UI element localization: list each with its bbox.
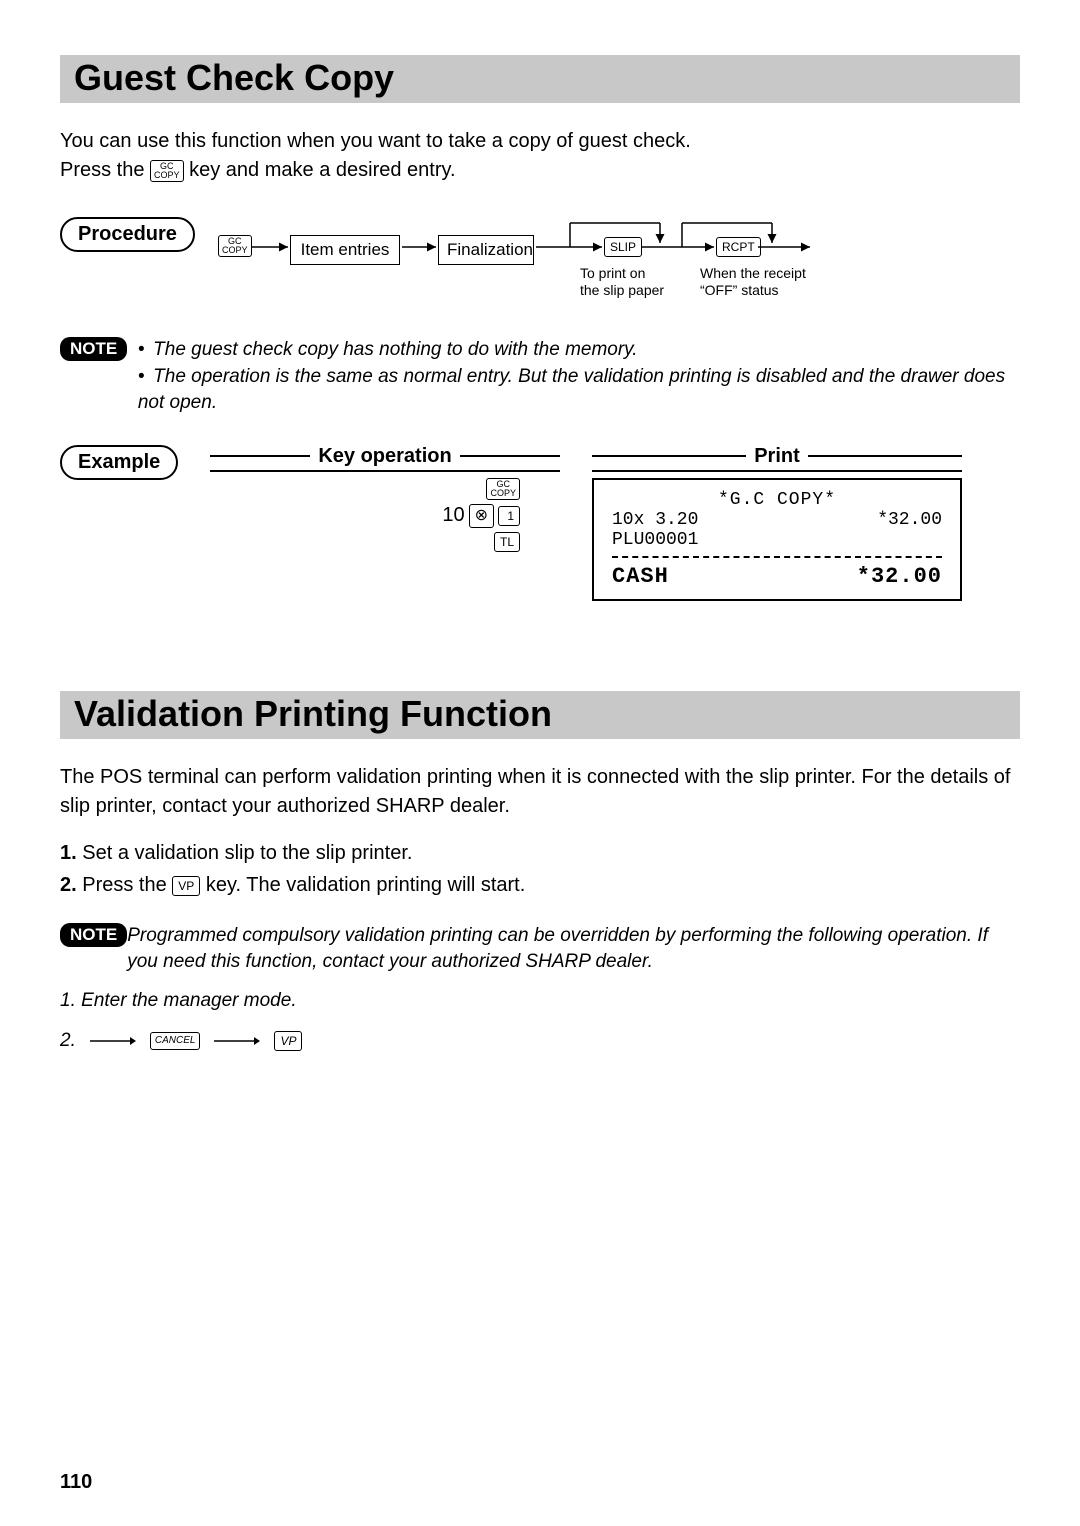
key-operation-area: Key operation GC COPY 10 ⊗ 1 TL <box>210 445 560 601</box>
gc-bot: COPY <box>154 170 180 180</box>
key-operation-heading: Key operation <box>210 445 560 472</box>
flow-finalization: Finalization <box>438 235 534 265</box>
flow-gc-key: GC COPY <box>218 235 252 257</box>
mgr1-text: Enter the manager mode. <box>81 990 296 1011</box>
print-heading-text: Print <box>746 445 808 468</box>
note-badge-col-2: NOTE <box>60 923 127 976</box>
gc-copy-key-inline: GC COPY <box>150 160 184 182</box>
cancel-key: CANCEL <box>150 1032 201 1050</box>
flow-rcpt-key: RCPT <box>716 237 761 257</box>
r-l1b: *32.00 <box>877 510 942 530</box>
arrow-icon-2 <box>214 1035 260 1047</box>
manager-step-2: 2. CANCEL VP <box>60 1030 1020 1052</box>
receipt-line-1: 10x 3.20 *32.00 <box>612 510 942 530</box>
receipt-divider <box>612 556 942 558</box>
k-gc-b: COPY <box>490 488 516 498</box>
flow-gc-bot: COPY <box>222 245 248 255</box>
note1: The guest check copy has nothing to do w… <box>153 339 637 360</box>
keyop-qty: 10 <box>442 504 464 527</box>
flow-item-entries: Item entries <box>290 235 400 265</box>
steps-list: 1. Set a validation slip to the slip pri… <box>60 837 1020 901</box>
step1-num: 1. <box>60 842 77 864</box>
sub1b: the slip paper <box>580 282 664 298</box>
keyop-heading-text: Key operation <box>310 445 459 468</box>
section-title-bar-2: Validation Printing Function <box>60 691 1020 739</box>
arrow-icon-1 <box>90 1035 136 1047</box>
example-pill: Example <box>60 445 178 480</box>
note-block-2: NOTE Programmed compulsory validation pr… <box>60 923 1020 976</box>
receipt-header: *G.C COPY* <box>612 490 942 510</box>
note-badge-2: NOTE <box>60 923 127 947</box>
key-operation-keys: GC COPY 10 ⊗ 1 TL <box>210 478 560 552</box>
print-heading: Print <box>592 445 962 472</box>
intro-2a: Press the <box>60 159 150 181</box>
sub2a: When the receipt <box>700 265 806 281</box>
note-badge-1: NOTE <box>60 337 127 361</box>
r-cash-lbl: CASH <box>612 564 669 589</box>
print-area: Print *G.C COPY* 10x 3.20 *32.00 PLU0000… <box>592 445 962 601</box>
page-number: 110 <box>60 1471 92 1494</box>
note-text-2: Programmed compulsory validation printin… <box>127 923 1020 976</box>
note2: The operation is the same as normal entr… <box>138 366 1005 414</box>
flow-slip-key: SLIP <box>604 237 642 257</box>
section-title-2: Validation Printing Function <box>74 693 1006 735</box>
r-l1a: 10x 3.20 <box>612 510 698 530</box>
keyop-one-key: 1 <box>498 506 520 526</box>
section-title-bar-1: Guest Check Copy <box>60 55 1020 103</box>
example-row: Example Key operation GC COPY 10 ⊗ 1 TL <box>60 445 1020 601</box>
note-badge-col: NOTE <box>60 337 138 417</box>
mgr1-num: 1. <box>60 990 76 1011</box>
keyop-times-key: ⊗ <box>469 504 494 528</box>
step-2: 2. Press the VP key. The validation prin… <box>60 869 1020 901</box>
note-text-1: • The guest check copy has nothing to do… <box>138 337 1020 417</box>
flow-sublabel-rcpt: When the receipt “OFF” status <box>700 265 806 299</box>
keyop-gc-key: GC COPY <box>486 478 520 500</box>
receipt-cash-row: CASH *32.00 <box>612 564 942 589</box>
intro-line-2: Press the GC COPY key and make a desired… <box>60 156 1020 185</box>
section2-intro: The POS terminal can perform validation … <box>60 763 1020 821</box>
step1-text: Set a validation slip to the slip printe… <box>82 842 412 864</box>
intro-line-1: You can use this function when you want … <box>60 127 1020 156</box>
vp-key-2: VP <box>274 1031 302 1051</box>
manager-step-1: 1. Enter the manager mode. <box>60 990 1020 1012</box>
step2-num: 2. <box>60 874 77 896</box>
procedure-flow: GC COPY Item entries Finalization SLIP R… <box>210 217 910 317</box>
mgr2-num: 2. <box>60 1030 76 1052</box>
section-2: Validation Printing Function The POS ter… <box>60 691 1020 1052</box>
receipt-line-2: PLU00001 <box>612 530 942 550</box>
intro-paragraph-1: You can use this function when you want … <box>60 127 1020 185</box>
note-block-1: NOTE • The guest check copy has nothing … <box>60 337 1020 417</box>
section-title-1: Guest Check Copy <box>74 57 1006 99</box>
sub2b: “OFF” status <box>700 282 779 298</box>
vp-key: VP <box>172 876 200 896</box>
procedure-label-col: Procedure <box>60 217 210 252</box>
procedure-row: Procedure <box>60 217 1020 317</box>
keyop-tl-key: TL <box>494 532 520 552</box>
step2b: key. The validation printing will start. <box>206 874 525 896</box>
receipt: *G.C COPY* 10x 3.20 *32.00 PLU00001 CASH… <box>592 478 962 601</box>
procedure-pill: Procedure <box>60 217 195 252</box>
sub1a: To print on <box>580 265 645 281</box>
r-cash-val: *32.00 <box>857 564 942 589</box>
intro-2b: key and make a desired entry. <box>189 159 455 181</box>
step-1: 1. Set a validation slip to the slip pri… <box>60 837 1020 869</box>
step2a: Press the <box>82 874 172 896</box>
flow-sublabel-slip: To print on the slip paper <box>580 265 664 299</box>
example-pill-col: Example <box>60 445 210 601</box>
